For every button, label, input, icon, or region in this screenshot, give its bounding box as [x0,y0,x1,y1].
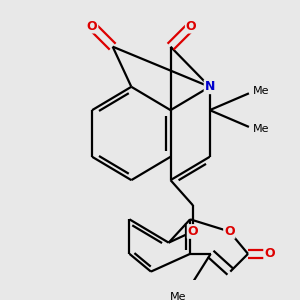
Text: O: O [87,20,98,33]
Text: Me: Me [253,86,269,97]
Text: O: O [224,225,235,238]
Text: N: N [205,80,215,93]
Text: O: O [186,20,196,33]
Text: Me: Me [253,124,269,134]
Text: O: O [188,225,198,238]
Text: O: O [264,248,275,260]
Text: Me: Me [170,292,186,300]
